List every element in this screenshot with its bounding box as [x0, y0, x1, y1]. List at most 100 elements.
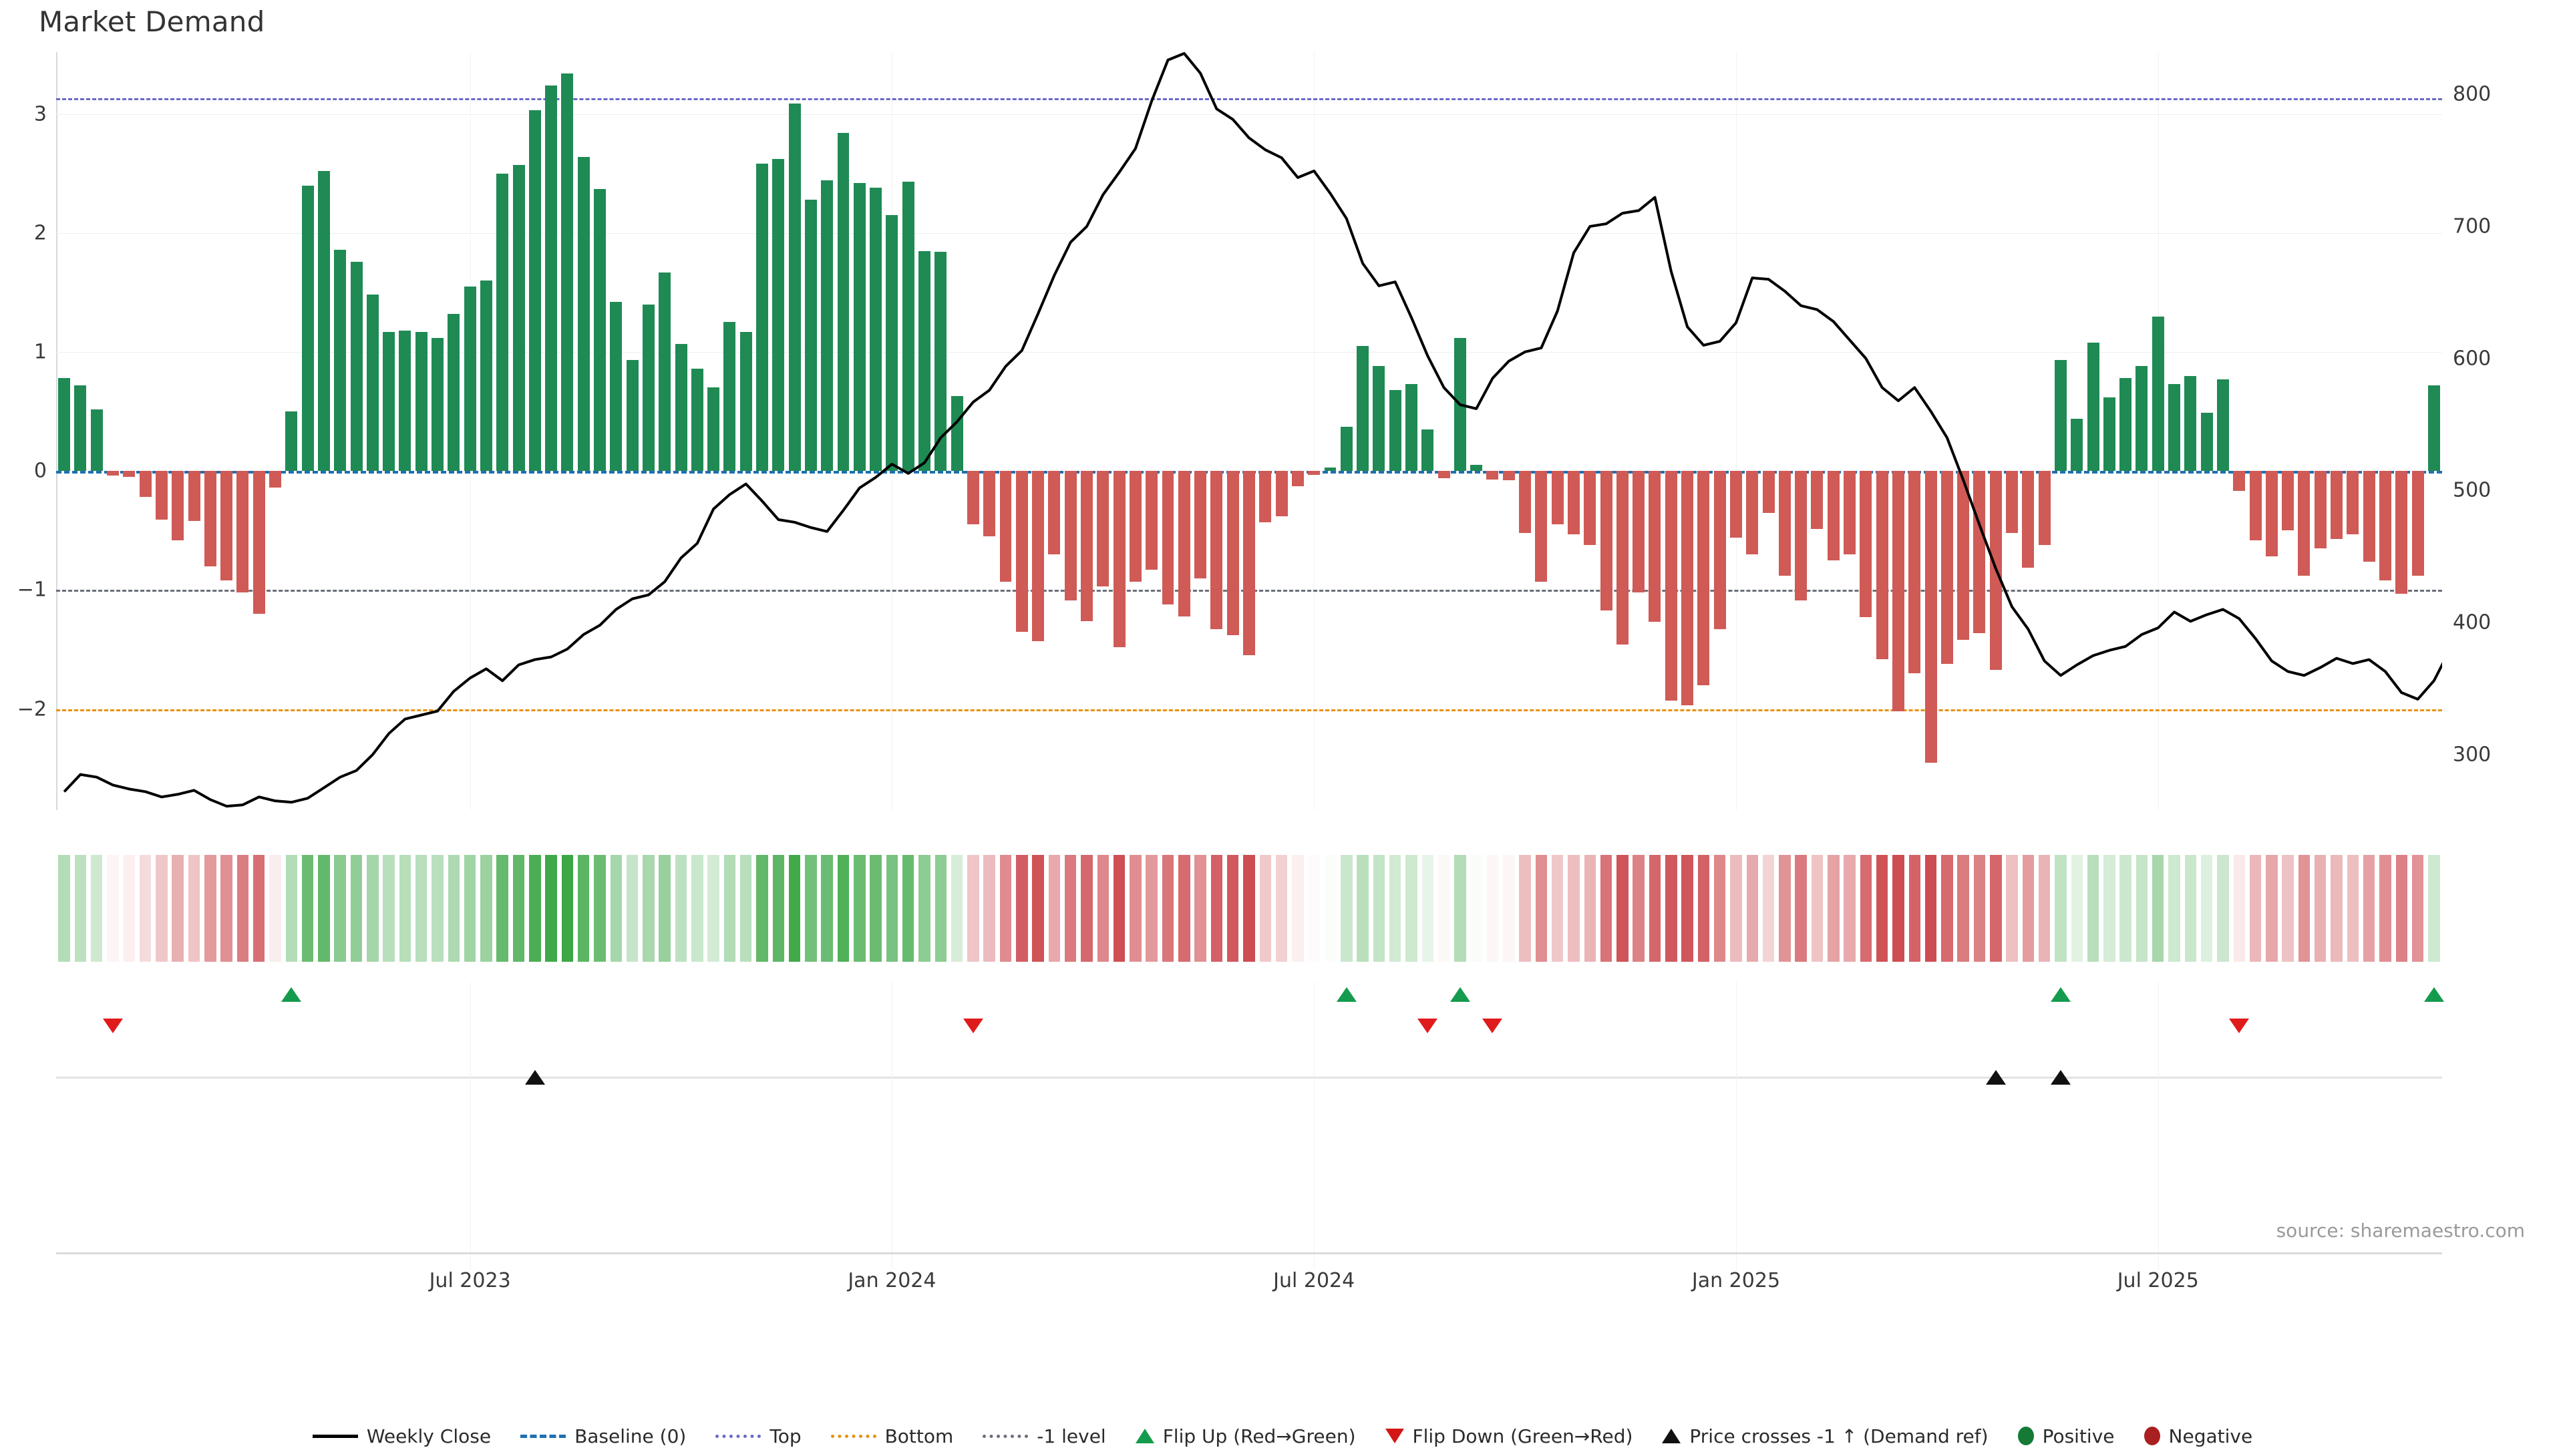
heatmap-cell [1649, 855, 1661, 962]
x-axis-tick-label: Jul 2023 [429, 1269, 511, 1292]
heatmap-cell [723, 855, 736, 962]
demand-bar [837, 133, 850, 472]
demand-bar [236, 471, 249, 592]
heatmap-cell [1665, 855, 1677, 962]
demand-bar [2184, 375, 2197, 472]
demand-bar [204, 471, 216, 566]
demand-bar [1178, 471, 1190, 616]
heatmap-cell [1860, 855, 1872, 962]
heatmap-cell [480, 855, 492, 962]
legend-item[interactable]: -1 level [983, 1425, 1106, 1447]
plot-canvas: 3 2 1 0 −1 −2 800 700 600 500 400 300 [17, 52, 2491, 810]
demand-bar [561, 73, 574, 472]
legend-item[interactable]: Negative [2144, 1425, 2253, 1447]
demand-bar [1844, 471, 1856, 554]
heatmap-cell [837, 855, 850, 962]
heatmap-cell [756, 855, 768, 962]
heatmap-cell [1535, 855, 1548, 962]
heatmap-cell [2135, 855, 2148, 962]
legend-item[interactable]: Top [715, 1425, 802, 1447]
flip-up-marker [1336, 987, 1357, 1002]
reference-line-bottom [56, 709, 2442, 711]
legend-item[interactable]: Baseline (0) [520, 1425, 686, 1447]
heatmap-cell [1973, 855, 1986, 962]
demand-bar [2200, 412, 2213, 472]
demand-bar [2395, 471, 2408, 594]
demand-bar [1048, 471, 1061, 554]
legend-item[interactable]: Price crosses -1 ↑ (Demand ref) [1662, 1425, 1989, 1447]
heatmap-cell [1568, 855, 1580, 962]
left-axis-tick-label: 3 [33, 102, 47, 126]
demand-bar [772, 159, 785, 472]
heatmap-cell [561, 855, 574, 962]
legend-item[interactable]: Flip Down (Green→Red) [1385, 1425, 1633, 1447]
heatmap-cell [1357, 855, 1369, 962]
legend-swatch-triangle-up-icon [1135, 1429, 1154, 1443]
gridline-x [2158, 982, 2159, 1269]
demand-bar [1649, 471, 1661, 622]
heatmap-cell [252, 855, 265, 962]
heatmap-cell [1616, 855, 1629, 962]
legend-item[interactable]: Flip Up (Red→Green) [1135, 1425, 1356, 1447]
gridline-x [1735, 52, 1737, 810]
demand-bar [528, 110, 541, 472]
demand-bar [1194, 471, 1207, 578]
demand-bar [1243, 471, 1255, 656]
heatmap-cell [2103, 855, 2115, 962]
heatmap-cell [788, 855, 801, 962]
heatmap-cell [1275, 855, 1288, 962]
left-axis-spine [56, 52, 57, 810]
right-axis-tick-label: 800 [2453, 82, 2492, 106]
legend-item[interactable]: Positive [2017, 1425, 2115, 1447]
heatmap-cell [2315, 855, 2327, 962]
heatmap-cell [529, 855, 541, 962]
legend-item[interactable]: Bottom [830, 1425, 953, 1447]
demand-bar [886, 215, 898, 472]
demand-bar [1373, 366, 1385, 472]
demand-bar [2071, 418, 2083, 472]
demand-bar [1924, 471, 1937, 763]
heatmap-cell [1292, 855, 1304, 962]
demand-bar [1129, 471, 1142, 582]
demand-bar [1746, 471, 1759, 554]
demand-bar [2038, 471, 2051, 545]
demand-bar [2233, 471, 2246, 492]
heatmap-cell [2266, 855, 2278, 962]
demand-bar [1713, 471, 1726, 630]
legend-label: Price crosses -1 ↑ (Demand ref) [1689, 1425, 1989, 1447]
left-axis-tick-label: −2 [17, 697, 47, 721]
demand-bar [2282, 471, 2294, 531]
heatmap-cell [367, 855, 379, 962]
demand-bar [1600, 471, 1612, 610]
heatmap-cell [1795, 855, 1807, 962]
legend-label: Negative [2168, 1425, 2253, 1447]
demand-bar [1324, 467, 1337, 472]
demand-bar [1032, 471, 1045, 641]
legend-item[interactable]: Weekly Close [312, 1425, 491, 1447]
heatmap-cell [2298, 855, 2311, 962]
demand-bar [1357, 346, 1369, 472]
demand-bar [642, 304, 655, 472]
demand-bar [2298, 471, 2311, 576]
demand-bar [902, 182, 914, 472]
demand-bar [220, 471, 233, 581]
demand-bar [1892, 471, 1904, 712]
heatmap-cell [870, 855, 882, 962]
demand-bar [659, 272, 671, 472]
heatmap-cell [1373, 855, 1385, 962]
heatmap-cell [285, 855, 298, 962]
demand-bar [756, 164, 768, 472]
heatmap-cell [1146, 855, 1158, 962]
demand-bar [1275, 471, 1288, 516]
flip-down-marker [1482, 1019, 1503, 1033]
heatmap-cell [2006, 855, 2018, 962]
heatmap-cell [156, 855, 168, 962]
heatmap-cell [464, 855, 476, 962]
demand-bar [464, 287, 476, 472]
demand-bar [448, 313, 460, 472]
heatmap-cell [2152, 855, 2164, 962]
legend-label: Flip Up (Red→Green) [1162, 1425, 1356, 1447]
heatmap-cell [821, 855, 833, 962]
heatmap-cell [2071, 855, 2083, 962]
heatmap-cell [2038, 855, 2051, 962]
